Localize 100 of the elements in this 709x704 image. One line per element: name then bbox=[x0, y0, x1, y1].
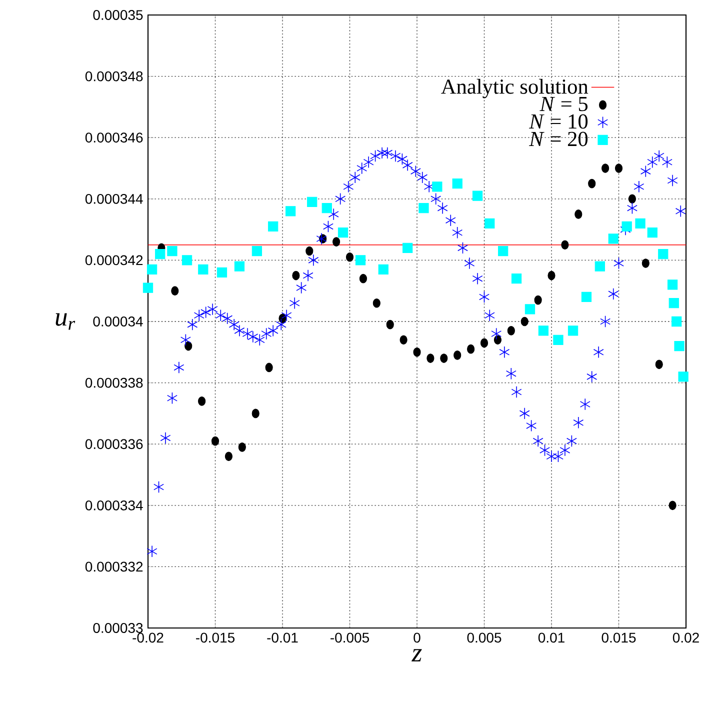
point bbox=[674, 340, 684, 352]
point bbox=[184, 341, 192, 351]
point bbox=[171, 286, 179, 296]
legend-label: Analytic solution bbox=[441, 78, 588, 98]
point bbox=[216, 267, 228, 278]
point bbox=[672, 316, 682, 327]
x-tick-label: -0.015 bbox=[196, 632, 235, 643]
y-tick-label: 0.00033 bbox=[93, 623, 143, 633]
point bbox=[538, 326, 549, 336]
point bbox=[346, 252, 354, 262]
y-tick-label: 0.000348 bbox=[85, 71, 143, 82]
y-tick-label: 0.000342 bbox=[85, 255, 143, 266]
point bbox=[614, 164, 623, 173]
legend-label: N = 20 bbox=[528, 132, 588, 146]
y-tick-label: 0.00034 bbox=[93, 316, 143, 326]
point bbox=[386, 320, 394, 330]
point bbox=[484, 218, 495, 228]
point bbox=[678, 372, 688, 382]
point bbox=[265, 362, 273, 372]
point bbox=[534, 295, 542, 305]
point bbox=[338, 228, 348, 238]
point bbox=[268, 221, 278, 232]
point bbox=[658, 249, 668, 260]
point bbox=[182, 255, 192, 266]
point bbox=[402, 242, 413, 254]
point bbox=[400, 335, 408, 345]
point bbox=[224, 452, 232, 462]
point bbox=[211, 436, 220, 446]
point bbox=[378, 264, 388, 274]
point bbox=[440, 354, 448, 363]
point bbox=[372, 298, 380, 308]
x-tick-label: -0.005 bbox=[330, 632, 370, 643]
x-tick-label: 0 bbox=[414, 632, 420, 643]
point bbox=[307, 196, 318, 208]
point bbox=[511, 274, 522, 284]
legend-label: N = 5 bbox=[540, 96, 588, 112]
y-tick-label: 0.000336 bbox=[85, 439, 143, 450]
point bbox=[494, 335, 502, 345]
x-tick-label: 0.015 bbox=[602, 632, 636, 643]
point bbox=[655, 360, 663, 370]
point bbox=[561, 240, 569, 250]
y-axis-title: u$_{r}$ bbox=[56, 313, 76, 330]
point bbox=[553, 334, 564, 345]
point bbox=[507, 326, 515, 336]
point bbox=[548, 270, 556, 280]
point bbox=[524, 304, 536, 314]
point bbox=[286, 206, 296, 216]
y-tick-label: 0.000338 bbox=[85, 378, 143, 388]
point bbox=[413, 347, 421, 357]
point bbox=[594, 261, 605, 272]
point bbox=[452, 178, 462, 189]
y-tick-label: 0.000334 bbox=[85, 500, 143, 510]
point bbox=[252, 246, 262, 256]
y-tick-label: 0.000346 bbox=[85, 132, 143, 143]
point bbox=[418, 203, 429, 214]
point bbox=[622, 221, 632, 232]
point bbox=[628, 194, 636, 204]
point bbox=[234, 261, 245, 272]
point bbox=[355, 255, 366, 266]
point bbox=[167, 246, 178, 256]
point bbox=[155, 249, 166, 260]
y-tick-label: 0.000332 bbox=[85, 562, 143, 572]
point bbox=[588, 178, 596, 188]
y-tick-label: 0.000344 bbox=[85, 194, 143, 204]
point bbox=[581, 292, 592, 302]
point bbox=[472, 190, 483, 201]
point bbox=[198, 264, 208, 274]
point bbox=[238, 442, 246, 452]
point bbox=[332, 237, 340, 246]
point bbox=[322, 203, 332, 214]
point bbox=[432, 182, 442, 192]
x-tick-label: 0.02 bbox=[672, 632, 699, 643]
point bbox=[359, 274, 367, 284]
point bbox=[602, 164, 610, 173]
point bbox=[252, 408, 260, 418]
point bbox=[568, 326, 578, 336]
point bbox=[668, 500, 676, 510]
point bbox=[608, 234, 618, 244]
y-tick-label: 0.00035 bbox=[93, 10, 143, 20]
point bbox=[480, 338, 488, 348]
point bbox=[306, 246, 314, 256]
point bbox=[198, 396, 206, 406]
point bbox=[667, 280, 678, 290]
x-tick-label: 0.005 bbox=[467, 632, 502, 643]
point bbox=[454, 350, 462, 360]
point bbox=[292, 270, 300, 280]
point bbox=[142, 282, 154, 293]
x-axis-title: z bbox=[412, 649, 422, 662]
point bbox=[426, 354, 434, 363]
point bbox=[635, 218, 646, 228]
x-tick-label: -0.01 bbox=[267, 632, 298, 643]
point bbox=[668, 298, 679, 308]
point bbox=[574, 210, 582, 219]
point bbox=[146, 264, 158, 274]
point bbox=[498, 246, 508, 256]
point bbox=[647, 228, 658, 238]
x-tick-label: 0.01 bbox=[538, 632, 564, 643]
legend-label: N = 10 bbox=[528, 114, 588, 129]
point bbox=[467, 344, 475, 354]
point bbox=[520, 316, 528, 326]
